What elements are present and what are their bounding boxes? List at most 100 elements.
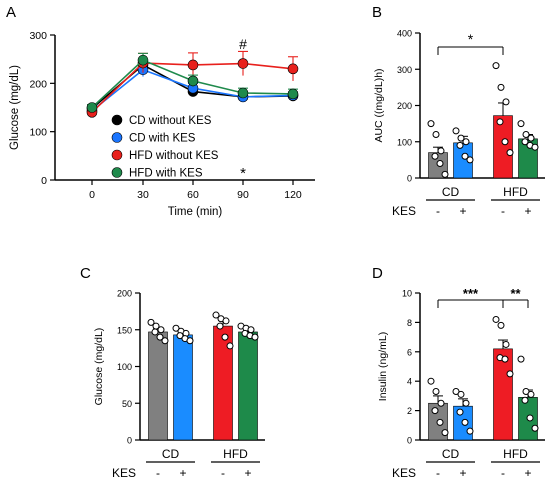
data-point [287,88,299,100]
data-point [441,170,449,178]
annotation-star: * [240,165,246,182]
y-tick-label: 10 [402,289,412,299]
data-point [497,321,505,329]
data-point [502,340,510,348]
data-point [226,342,234,350]
data-point [531,424,539,432]
y-tick-label: 150 [117,325,132,335]
data-point [492,315,500,323]
data-point [457,134,465,142]
data-point [427,377,435,385]
sig-label: * [468,31,474,47]
kes-sign: + [179,466,186,479]
data-point [287,63,299,75]
y-tick-label: 200 [117,289,132,299]
kes-sign: - [436,204,440,218]
data-point [441,429,449,437]
group-label: HFD [223,447,248,461]
data-point [147,318,155,326]
group-label: CD [162,447,180,461]
y-tick-label: 400 [397,29,412,39]
data-point [506,370,514,378]
data-point [436,418,444,426]
data-point [431,407,439,415]
data-point [247,326,255,334]
y-tick-label: 2 [407,406,412,416]
data-point [222,317,230,325]
kes-sign: + [524,204,531,218]
panel-letter: A [6,4,16,21]
data-point [436,160,444,167]
sig-label: ** [510,286,521,301]
data-point [161,337,169,345]
y-tick-label: 300 [29,30,47,42]
y-tick-label: 300 [397,65,412,75]
data-point [237,87,249,99]
data-point [521,396,529,404]
annotation-hash: # [239,36,247,52]
x-tick-label: 120 [284,189,302,201]
legend-marker [111,132,123,143]
bar [148,331,168,441]
legend-label: CD with KES [129,133,196,145]
data-point [151,328,159,336]
data-point [187,75,199,87]
x-axis-label: Time (min) [168,206,223,218]
y-tick-label: 100 [29,127,47,139]
data-point [466,427,474,435]
y-tick-label: 8 [407,318,412,328]
panel-b: B 0 100 200 300 400 AUC ((mg/dL)h) CD HFD KES - + - +… [372,4,545,218]
kes-sign: - [501,466,505,479]
kes-sign: + [459,466,466,479]
data-point [527,134,535,142]
data-point [86,102,98,113]
data-point [461,418,469,426]
data-point [502,98,510,106]
data-point [531,143,539,151]
data-point [462,138,470,146]
kes-label: KES [112,466,136,479]
data-point [156,333,164,341]
panel-c: C 0 50 100 150 200 Glucose (mg/dL) CD HFD KES - + - + [80,265,265,479]
data-point [172,324,180,332]
y-tick-label: 0 [407,436,412,446]
data-point [432,387,440,395]
data-point [452,387,460,395]
data-point [137,54,149,66]
data-point [456,141,464,149]
y-tick-label: 50 [122,399,132,409]
data-point [496,118,504,126]
group-label: HFD [503,185,528,199]
x-tick-label: 30 [137,189,149,201]
legend-label: CD without KES [129,115,212,127]
kes-sign: - [501,204,505,218]
bar [493,115,513,179]
y-tick-label: 100 [117,362,132,372]
data-point [437,147,445,155]
x-tick-label: 0 [89,189,95,201]
kes-sign: - [221,466,225,479]
bar [238,331,258,441]
data-point [526,414,534,422]
legend-label: HFD without KES [129,150,219,162]
data-point [466,156,474,164]
bar [173,334,193,441]
x-tick-label: 90 [237,189,249,201]
data-point [221,333,229,341]
legend-marker [111,167,123,178]
y-axis-label: AUC ((mg/dL)h) [373,68,385,142]
sig-label: *** [463,286,479,301]
data-point [251,333,259,341]
legend-marker [111,149,123,161]
y-tick-label: 100 [397,137,412,147]
data-point [522,387,530,395]
data-point [527,390,535,398]
kes-sign: - [156,466,160,479]
panel-letter: B [372,4,382,21]
data-point [187,59,199,71]
kes-label: KES [392,204,416,218]
data-point [522,131,530,138]
y-tick-label: 6 [407,347,412,357]
